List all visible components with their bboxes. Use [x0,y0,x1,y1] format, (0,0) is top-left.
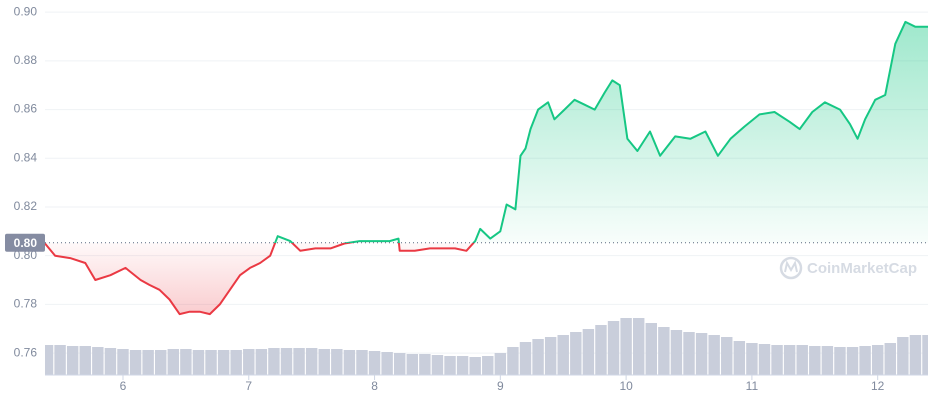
volume-bar [230,350,242,375]
volume-bar [532,339,544,375]
volume-bar [92,347,104,375]
volume-bar [595,325,607,375]
volume-bar [129,350,142,375]
volume-bar [771,345,783,375]
volume-bar [356,350,368,375]
volume-bar [557,335,569,375]
volume-bar [519,342,532,375]
volume-bar [670,330,683,375]
x-tick-label: 7 [245,379,252,393]
volume-bar [381,352,393,375]
volume-bar [783,345,796,375]
x-tick-label: 6 [120,379,127,393]
volume-bar [180,349,192,375]
volume-bar [419,354,431,375]
volume-bar [482,356,494,375]
volume-bar [444,356,456,375]
volume-bar [809,346,821,375]
volume-bar [909,335,922,375]
x-tick-label: 9 [497,379,504,393]
y-tick-label: 0.84 [14,150,38,164]
volume-bar [721,337,733,375]
volume-bar [456,356,469,375]
volume-bar [217,350,230,375]
volume-bar [897,337,909,375]
watermark-text: CoinMarketCap [807,260,917,277]
volume-bar [368,351,381,375]
volume-bar [632,318,645,375]
volume-bar [142,350,154,375]
y-tick-label: 0.76 [14,345,38,359]
volume-bar [155,350,167,375]
volume-bar [243,349,255,375]
volume-bar [54,345,66,375]
volume-bar [695,333,708,375]
volume-bar [922,335,928,375]
volume-bar [45,345,54,375]
volume-bar [104,348,117,375]
volume-bar [431,355,444,375]
volume-bar [167,349,180,375]
x-tick-label: 10 [619,379,633,393]
volume-bar [268,348,280,375]
x-tick-label: 11 [746,379,759,393]
volume-bar [645,323,657,375]
volume-bar [796,345,808,375]
volume-bar [343,350,356,375]
volume-bar [507,347,519,375]
volume-bar [570,332,582,375]
volume-bar [255,349,268,375]
volume-bar [318,349,330,375]
volume-bar [683,332,695,375]
volume-bar [192,350,205,375]
volume-bar [494,353,507,375]
volume-bar [66,346,79,375]
volume-bar [469,357,481,375]
watermark: CoinMarketCap [779,256,917,280]
volume-bar [859,346,871,375]
volume-bar [79,346,91,375]
volume-bar [607,321,620,375]
volume-bar [393,353,406,375]
volume-bar [758,344,771,375]
volume-bar [746,343,758,375]
volume-bar [305,348,318,375]
volume-bar [658,327,670,375]
volume-bar [205,350,217,375]
y-tick-label: 0.78 [14,297,38,311]
volume-bar [884,343,896,375]
y-tick-label: 0.86 [14,102,38,116]
volume-bar [708,335,720,375]
volume-bar [846,347,859,375]
y-tick-label: 0.88 [14,53,38,67]
volume-bar [871,345,884,375]
volume-bar [117,349,129,375]
volume-bar [293,348,305,375]
volume-bar [544,337,557,375]
y-tick-label: 0.82 [14,199,38,213]
price-area [45,21,928,315]
volume-bar [280,348,293,375]
volume-bar [331,349,343,375]
baseline-label: 0.80 [14,236,38,250]
x-tick-label: 8 [371,379,378,393]
volume-bar [406,354,419,375]
price-line [44,20,928,316]
volume-bar [582,329,595,375]
volume-bar [733,341,746,375]
x-tick-label: 12 [871,379,885,393]
volume-bar [834,347,846,375]
y-tick-label: 0.90 [14,4,38,18]
baseline-label-box [5,233,45,252]
volume-bar [821,346,834,375]
volume-bar [620,318,632,375]
